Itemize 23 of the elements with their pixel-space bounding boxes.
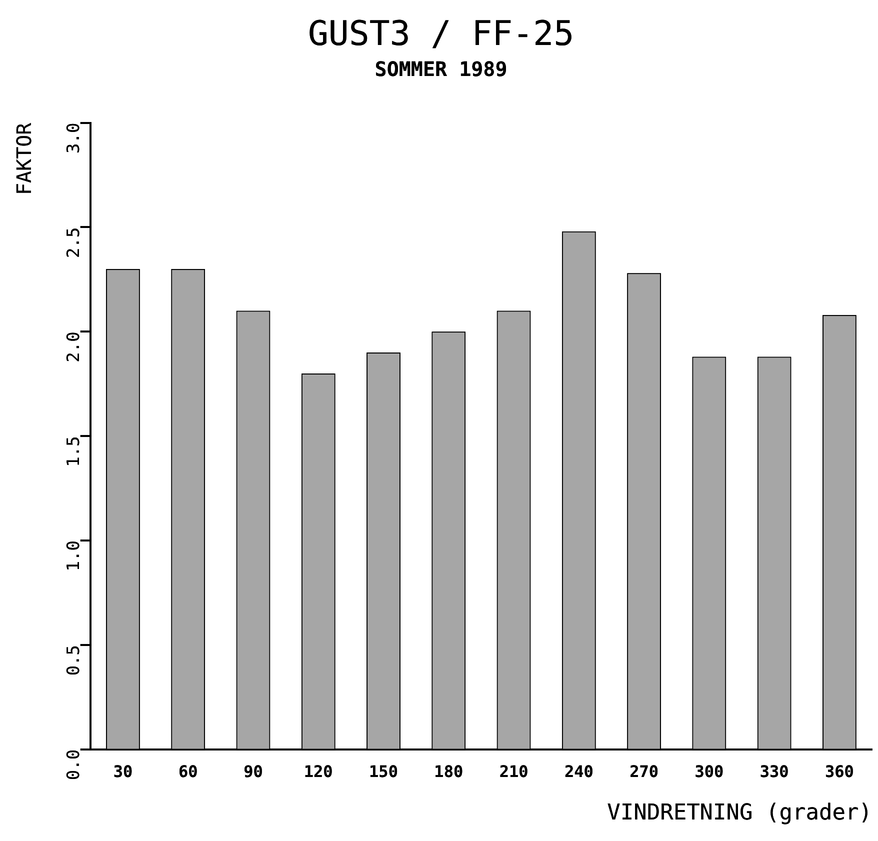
chart-subtitle: SOMMER 1989	[374, 57, 508, 82]
y-tick-label: 3.0	[64, 122, 84, 154]
y-tick-label: 2.5	[64, 227, 84, 258]
x-tick-label: 150	[369, 762, 398, 782]
y-tick-label: 2.0	[64, 332, 84, 362]
x-tick-label: 210	[499, 762, 528, 782]
x-tick-label: 240	[564, 762, 594, 782]
x-tick-label: 30	[113, 762, 133, 782]
x-tick-label: 120	[304, 762, 333, 782]
x-tick-label: 180	[434, 762, 464, 782]
y-axis-title: FAKTOR	[12, 122, 36, 196]
y-tick-label: 0.0	[64, 749, 84, 780]
x-tick-label: 330	[760, 762, 789, 782]
y-tick-label: 0.5	[64, 644, 84, 676]
x-tick-label: 90	[244, 762, 263, 782]
x-tick-label: 60	[178, 762, 198, 782]
x-tick-label: 300	[694, 762, 724, 782]
y-tick-label: 1.5	[64, 436, 84, 467]
x-tick-label: 270	[630, 762, 658, 782]
y-tick-label: 1.0	[64, 540, 84, 572]
chart-title: GUST3 / FF-25	[308, 14, 574, 54]
x-axis-title: VINDRETNING (grader)	[607, 800, 872, 826]
x-tick-label: 360	[824, 762, 854, 782]
